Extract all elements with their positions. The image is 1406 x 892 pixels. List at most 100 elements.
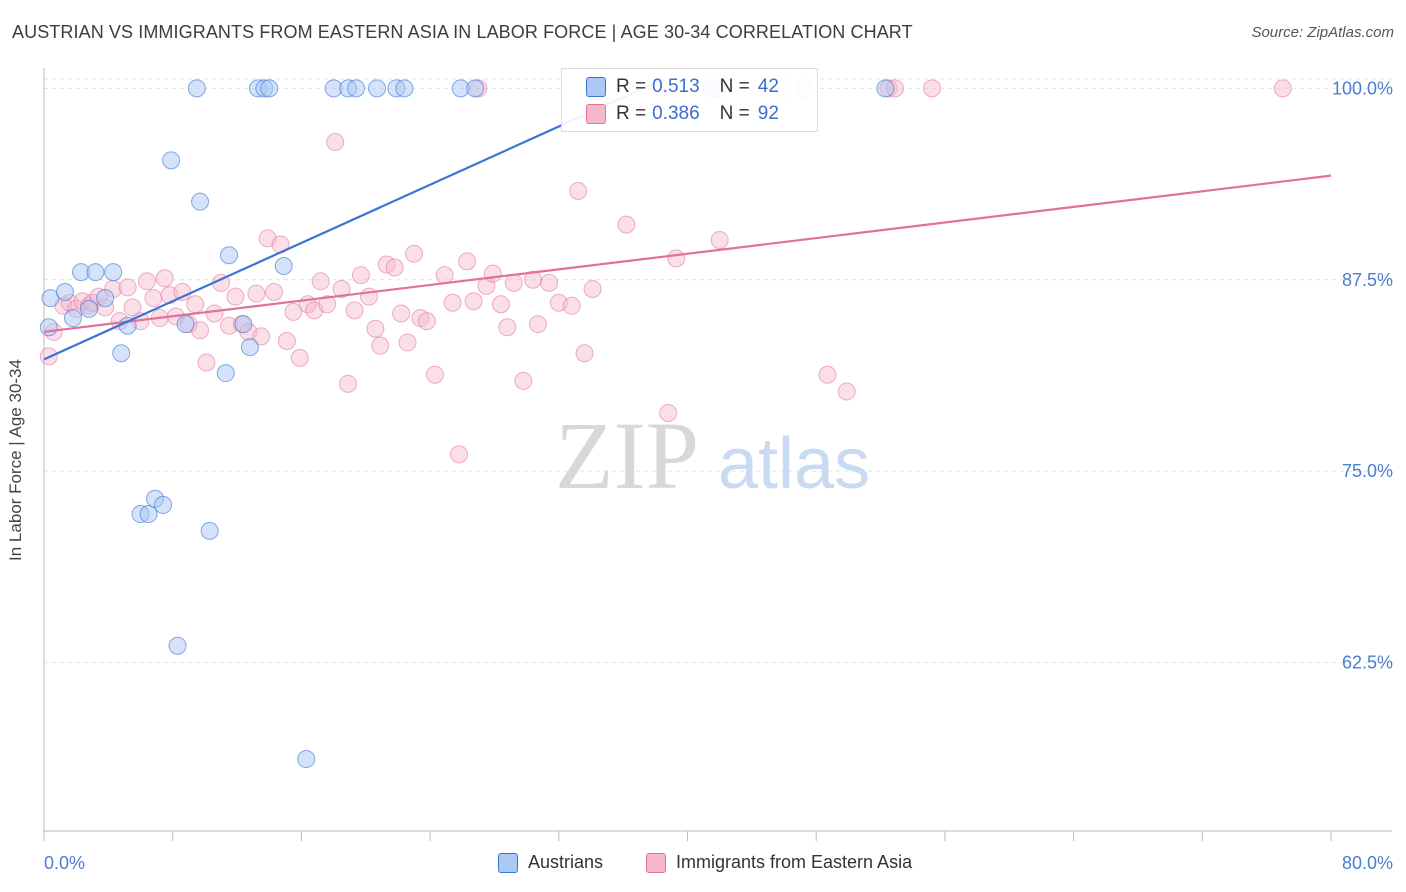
bottom-legend: Austrians Immigrants from Eastern Asia [0, 850, 1406, 880]
immigrants-point [351, 266, 370, 285]
immigrants-point [575, 344, 594, 363]
austrians-point [168, 636, 187, 655]
austrians-point [86, 263, 105, 282]
austrians-points [39, 79, 895, 769]
austrians-point [187, 79, 206, 98]
legend-label: Immigrants from Eastern Asia [676, 852, 913, 872]
austrians-point [220, 246, 239, 265]
immigrants-point [205, 304, 224, 323]
immigrants-point [659, 403, 678, 422]
austrians-point [191, 192, 210, 211]
trend-lines [43, 78, 1332, 361]
legend-item-austrians[interactable]: Austrians [498, 852, 603, 873]
n-label: N = [719, 103, 750, 124]
gridlines [44, 78, 1392, 664]
immigrants-point [318, 295, 337, 314]
immigrants-point [332, 279, 351, 298]
immigrants-point [710, 230, 729, 249]
x-tick-label: 80.0% [1342, 853, 1393, 873]
immigrants-point [290, 348, 309, 367]
austrians-point [96, 289, 115, 308]
tick-labels: 62.5% 75.0% 87.5% 100.0% 0.0% 80.0% [44, 78, 1393, 873]
austrians-point [55, 283, 74, 302]
legend-label: Austrians [528, 852, 604, 872]
immigrants-point [155, 269, 174, 288]
austrians-point [347, 79, 366, 98]
immigrants-point [818, 365, 837, 384]
immigrants-point [1273, 79, 1292, 98]
immigrants-point [498, 318, 517, 337]
austrians-point [80, 299, 99, 318]
y-tick-label: 75.0% [1342, 461, 1393, 481]
immigrants-point [137, 272, 156, 291]
immigrants-point [265, 283, 284, 302]
immigrants-point [458, 252, 477, 271]
immigrants-point [583, 279, 602, 298]
immigrants-point [326, 132, 345, 151]
immigrants-point [398, 333, 417, 352]
austrians-point [139, 505, 158, 524]
chart-title: AUSTRIAN VS IMMIGRANTS FROM EASTERN ASIA… [12, 22, 913, 42]
immigrants-point [837, 382, 856, 401]
austrians-point [112, 344, 131, 363]
immigrants-point [371, 336, 390, 355]
austrians-point [368, 79, 387, 98]
stats-row-austrians: R = 0.513 N = 42 [586, 74, 779, 100]
immigrants-point [226, 287, 245, 306]
legend-swatch-pink [646, 852, 666, 873]
austrians-point [154, 495, 173, 514]
y-axis-label: In Labor Force | Age 30-34 [6, 359, 25, 561]
y-tick-label: 62.5% [1342, 653, 1393, 673]
austrians-point [176, 315, 195, 334]
immigrants-point [123, 298, 142, 317]
immigrants-trend-line [43, 174, 1332, 333]
immigrants-point [311, 272, 330, 291]
immigrants-point [252, 327, 271, 346]
n-value: 92 [757, 103, 779, 124]
immigrants-point [483, 264, 502, 283]
immigrants-point [277, 332, 296, 351]
immigrants-point [562, 296, 581, 315]
austrians-point [200, 521, 219, 540]
immigrants-point [197, 353, 216, 372]
immigrants-point [425, 365, 444, 384]
r-value: 0.513 [652, 76, 700, 97]
immigrants-point [569, 181, 588, 200]
immigrants-points [39, 79, 1292, 464]
austrians-point [104, 263, 123, 282]
immigrants-point [435, 266, 454, 285]
immigrants-point [392, 304, 411, 323]
immigrants-point [450, 445, 469, 464]
immigrants-point [186, 295, 205, 314]
immigrants-point [405, 244, 424, 263]
austrians-point [63, 309, 82, 328]
stats-swatch-blue [586, 77, 606, 97]
immigrants-point [247, 284, 266, 303]
austrians-point [240, 338, 259, 357]
immigrants-point [443, 293, 462, 312]
immigrants-point [345, 301, 364, 320]
watermark: ZIP atlas [555, 402, 870, 509]
austrians-point [876, 79, 895, 98]
legend-item-immigrants[interactable]: Immigrants from Eastern Asia [646, 852, 912, 873]
stats-legend: R = 0.513 N = 42 R = 0.386 N = 92 [561, 68, 818, 132]
immigrants-point [385, 258, 404, 277]
watermark-atlas: atlas [718, 424, 870, 504]
immigrants-point [339, 374, 358, 393]
y-tick-label: 87.5% [1342, 270, 1393, 290]
austrians-point [234, 315, 253, 334]
austrians-point [162, 151, 181, 170]
source-label: Source: ZipAtlas.com [1251, 24, 1394, 41]
n-value: 42 [757, 76, 779, 97]
immigrants-point [284, 302, 303, 321]
austrians-point [216, 364, 235, 383]
austrians-point [395, 79, 414, 98]
legend-swatch-blue [498, 852, 518, 873]
immigrants-point [528, 315, 547, 334]
immigrants-point [118, 278, 137, 297]
immigrants-point [514, 371, 533, 390]
stats-swatch-pink [586, 104, 606, 124]
immigrants-point [144, 289, 163, 308]
immigrants-point [540, 273, 559, 292]
